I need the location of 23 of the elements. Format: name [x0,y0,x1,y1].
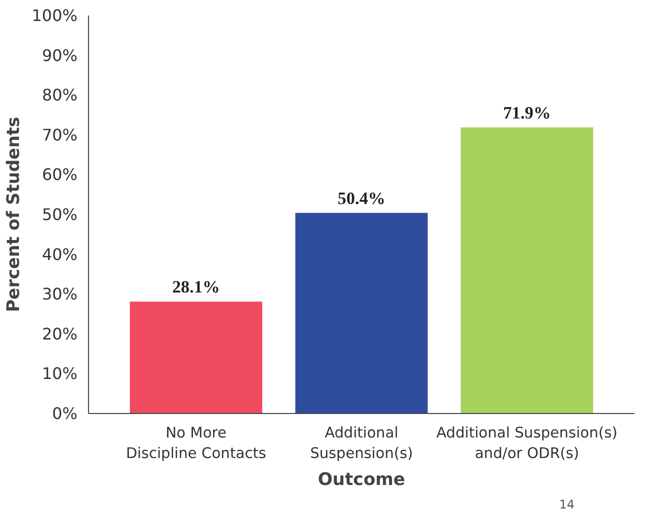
x-axis-title: Outcome [318,470,406,490]
y-axis-title: Percent of Students [4,116,24,312]
x-tick-label: No More Discipline Contacts [126,424,266,462]
bar [460,127,594,414]
y-tick-label: 60% [42,165,78,184]
y-tick-label: 30% [42,284,78,304]
data-label: 28.1% [172,278,220,297]
y-tick-label: 40% [42,244,78,264]
y-tick-label: 80% [42,86,78,105]
y-tick-label: 90% [42,46,78,65]
x-tick-label: Additional Suspension(s) [310,424,413,462]
y-tick-label: 10% [42,364,78,384]
data-label: 50.4% [338,188,386,208]
x-tick-label: Additional Suspension(s) and/or ODR(s) [436,424,618,462]
y-tick-label: 70% [42,125,78,144]
y-tick-label: 0% [52,404,78,423]
data-label: 71.9% [503,103,551,122]
y-tick-label: 100% [32,6,78,25]
text: 14 [559,498,575,512]
y-tick-label: 50% [42,205,78,224]
bar [295,212,428,414]
y-tick-label: 20% [42,324,78,344]
bar [130,302,262,414]
